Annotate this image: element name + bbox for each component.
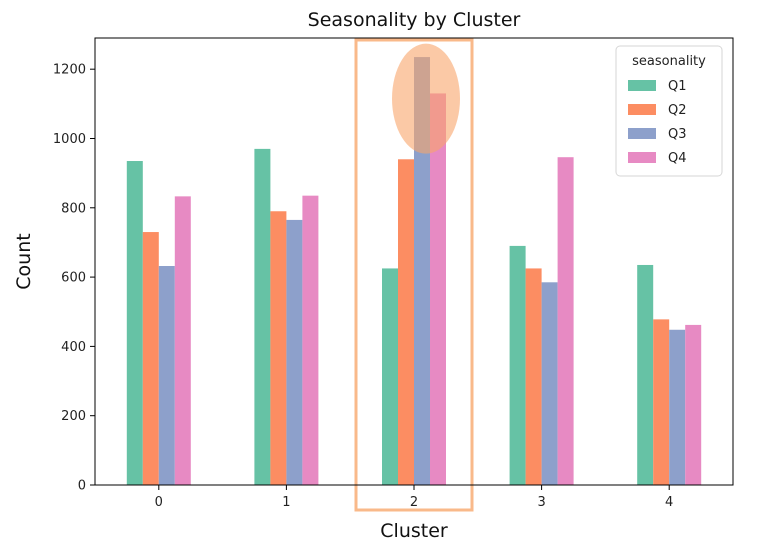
legend-swatch-q4: [628, 152, 656, 163]
bar-q2-cluster-4: [653, 319, 670, 485]
legend-title: seasonality: [632, 54, 706, 69]
y-tick-label: 400: [61, 340, 86, 355]
bar-q3-cluster-0: [158, 266, 175, 485]
bar-q3-cluster-2: [414, 57, 430, 486]
y-tick-label: 200: [61, 409, 86, 424]
bar-q2-cluster-2: [398, 159, 414, 486]
y-tick-label: 800: [61, 201, 86, 216]
x-tick-label: 3: [537, 495, 545, 510]
x-tick-label: 2: [410, 495, 418, 510]
legend-swatch-q3: [628, 128, 656, 139]
bar-q4-cluster-4: [685, 324, 702, 485]
bar-q2-cluster-3: [525, 268, 542, 485]
legend-label-q2: Q2: [668, 103, 687, 118]
legend-label-q3: Q3: [668, 127, 687, 142]
legend: seasonality Q1 Q2 Q3 Q4: [615, 45, 723, 177]
bar-q1-cluster-4: [637, 264, 654, 485]
highlight-ellipse: [392, 43, 460, 154]
bar-q2-cluster-0: [142, 232, 159, 485]
bar-q1-cluster-1: [254, 148, 271, 485]
x-tick-label: 1: [282, 495, 290, 510]
highlight-box: [354, 38, 474, 512]
x-tick-label: 4: [665, 495, 673, 510]
bar-q1-cluster-0: [126, 161, 143, 485]
y-tick-label: 1000: [53, 132, 86, 147]
bars-group: [126, 57, 702, 486]
bar-q3-cluster-3: [541, 282, 558, 485]
bar-q4-cluster-3: [557, 157, 574, 485]
annotations-group: [354, 38, 474, 512]
legend-swatch-q2: [628, 104, 656, 115]
bar-q1-cluster-2: [382, 268, 398, 485]
y-tick-label: 1200: [53, 63, 86, 78]
legend-label-q1: Q1: [668, 79, 687, 94]
x-axis-title: Cluster: [380, 520, 448, 542]
bar-q2-cluster-1: [270, 211, 287, 486]
y-tick-label: 600: [61, 271, 86, 286]
bar-q4-cluster-1: [302, 195, 319, 486]
legend-label-q4: Q4: [668, 151, 687, 166]
x-tick-label: 0: [155, 495, 163, 510]
chart-title: Seasonality by Cluster: [308, 9, 521, 31]
legend-swatch-q1: [628, 80, 656, 91]
bar-q4-cluster-0: [174, 196, 191, 485]
y-tick-label: 0: [78, 479, 86, 494]
bar-q3-cluster-1: [286, 219, 303, 485]
y-axis: 0 200 400 600 800 1000 1200: [53, 63, 95, 494]
legend-box: [615, 45, 723, 177]
bar-q3-cluster-4: [669, 329, 686, 485]
x-axis: 0 1 2 3 4: [155, 485, 673, 510]
y-axis-title: Count: [13, 233, 35, 289]
bar-q1-cluster-3: [509, 245, 526, 485]
bar-q4-cluster-2: [430, 93, 446, 485]
